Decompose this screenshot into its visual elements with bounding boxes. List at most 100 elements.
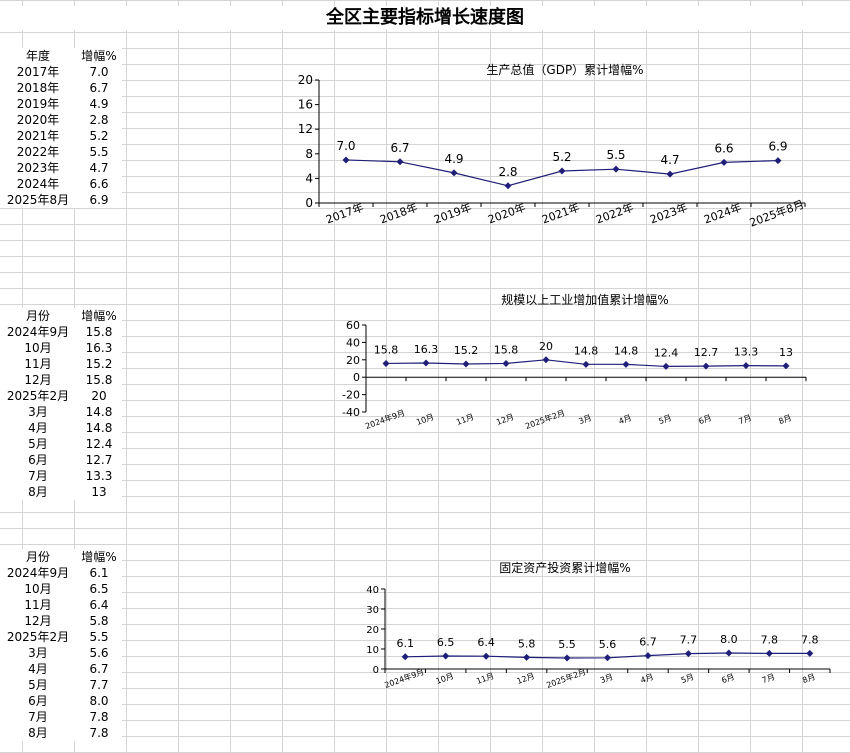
table-cell[interactable]: 2021年 — [0, 128, 76, 144]
table-cell[interactable]: 2025年8月 — [0, 192, 76, 208]
table-cell[interactable]: 5.5 — [76, 629, 122, 645]
table-cell[interactable]: 7.8 — [76, 709, 122, 725]
x-tick-label: 10月 — [415, 412, 435, 427]
table-cell[interactable]: 6.9 — [76, 192, 122, 208]
table-cell[interactable]: 4月 — [0, 661, 76, 677]
table-cell[interactable]: 2024年9月 — [0, 324, 76, 340]
table-cell[interactable]: 7.8 — [76, 725, 122, 741]
table-cell[interactable]: 5月 — [0, 677, 76, 693]
x-tick-label: 5月 — [680, 672, 695, 685]
table-cell[interactable]: 2023年 — [0, 160, 76, 176]
table-cell[interactable]: 2.8 — [76, 112, 122, 128]
data-label: 7.7 — [680, 634, 698, 647]
x-tick-label: 7月 — [761, 672, 776, 685]
data-point — [422, 359, 430, 367]
table-cell[interactable]: 6.7 — [76, 80, 122, 96]
x-tick-label: 2023年 — [648, 200, 689, 226]
table-cell[interactable]: 2019年 — [0, 96, 76, 112]
table-cell[interactable]: 3月 — [0, 645, 76, 661]
table-cell[interactable]: 7月 — [0, 709, 76, 725]
y-tick-label: 8 — [305, 147, 313, 161]
table-cell[interactable]: 2017年 — [0, 64, 76, 80]
investment-line-chart: 固定资产投资累计增幅% 0 10 20 30 40 2024年9月 10月 11月 12月 202… — [366, 560, 831, 690]
data-label: 6.7 — [390, 141, 409, 155]
table-cell[interactable]: 6.5 — [76, 581, 122, 597]
y-tick-label: 16 — [298, 98, 313, 112]
table-cell[interactable]: 12.7 — [76, 452, 122, 468]
table-cell[interactable]: 4.9 — [76, 96, 122, 112]
data-label: 6.1 — [396, 637, 414, 650]
table-cell[interactable]: 2022年 — [0, 144, 76, 160]
table-cell[interactable]: 12.4 — [76, 436, 122, 452]
table-cell[interactable]: 13.3 — [76, 468, 122, 484]
table-cell[interactable]: 5月 — [0, 436, 76, 452]
data-label: 12.7 — [694, 346, 719, 359]
table-cell[interactable]: 16.3 — [76, 340, 122, 356]
data-label: 12.4 — [654, 346, 679, 359]
table-cell[interactable]: 5.6 — [76, 645, 122, 661]
table-cell[interactable]: 15.2 — [76, 356, 122, 372]
table-cell[interactable]: 8月 — [0, 725, 76, 741]
table-cell[interactable]: 11月 — [0, 597, 76, 613]
table-cell[interactable]: 5.8 — [76, 613, 122, 629]
column-header: 增幅% — [76, 549, 122, 565]
table-cell[interactable]: 5.5 — [76, 144, 122, 160]
table-cell[interactable]: 12月 — [0, 613, 76, 629]
data-point — [742, 362, 750, 370]
x-tick-label: 2025年8月 — [747, 197, 805, 230]
data-point — [604, 654, 611, 662]
data-label: 5.5 — [558, 638, 576, 651]
data-label: 5.2 — [552, 150, 571, 164]
table-cell[interactable]: 14.8 — [76, 420, 122, 436]
table-cell[interactable]: 6.6 — [76, 176, 122, 192]
table-cell[interactable]: 7月 — [0, 468, 76, 484]
column-header: 年度 — [0, 48, 76, 64]
x-tick-label: 10月 — [435, 671, 455, 686]
table-cell[interactable]: 2025年2月 — [0, 629, 76, 645]
chart-title: 规模以上工业增加值累计增幅% — [501, 292, 668, 307]
data-label: 5.6 — [599, 638, 617, 651]
data-point — [662, 362, 670, 370]
x-tick-label: 12月 — [516, 671, 536, 686]
table-cell[interactable]: 11月 — [0, 356, 76, 372]
table-cell[interactable]: 4.7 — [76, 160, 122, 176]
table-cell[interactable]: 4月 — [0, 420, 76, 436]
data-point — [666, 170, 674, 178]
table-cell[interactable]: 6.1 — [76, 565, 122, 581]
table-cell[interactable]: 6月 — [0, 693, 76, 709]
x-tick-label: 6月 — [697, 413, 712, 426]
column-header: 月份 — [0, 308, 76, 324]
x-tick-label: 11月 — [475, 671, 495, 686]
table-cell[interactable]: 6.4 — [76, 597, 122, 613]
table-cell[interactable]: 8.0 — [76, 693, 122, 709]
table-cell[interactable]: 20 — [76, 388, 122, 404]
x-tick-label: 2025年2月 — [524, 407, 566, 431]
table-cell[interactable]: 6.7 — [76, 661, 122, 677]
table-cell[interactable]: 7.7 — [76, 677, 122, 693]
x-tick-label: 3月 — [577, 413, 592, 426]
table-cell[interactable]: 15.8 — [76, 324, 122, 340]
table-cell[interactable]: 2018年 — [0, 80, 76, 96]
data-label: 15.8 — [374, 343, 399, 356]
table-cell[interactable]: 15.8 — [76, 372, 122, 388]
data-point — [523, 653, 531, 661]
data-point — [774, 157, 782, 165]
data-point — [502, 359, 510, 367]
table-cell[interactable]: 7.0 — [76, 64, 122, 80]
table-cell[interactable]: 12月 — [0, 372, 76, 388]
table-cell[interactable]: 2024年 — [0, 176, 76, 192]
table-cell[interactable]: 10月 — [0, 340, 76, 356]
table-cell[interactable]: 13 — [76, 484, 122, 500]
x-tick-label: 2024年 — [702, 200, 743, 226]
table-cell[interactable]: 2024年9月 — [0, 565, 76, 581]
table-cell[interactable]: 2020年 — [0, 112, 76, 128]
table-cell[interactable]: 14.8 — [76, 404, 122, 420]
table-cell[interactable]: 6月 — [0, 452, 76, 468]
table-cell[interactable]: 2025年2月 — [0, 388, 76, 404]
data-label: 15.2 — [454, 344, 479, 357]
table-cell[interactable]: 5.2 — [76, 128, 122, 144]
table-cell[interactable]: 8月 — [0, 484, 76, 500]
data-label: 6.6 — [714, 141, 733, 155]
table-cell[interactable]: 10月 — [0, 581, 76, 597]
table-cell[interactable]: 3月 — [0, 404, 76, 420]
